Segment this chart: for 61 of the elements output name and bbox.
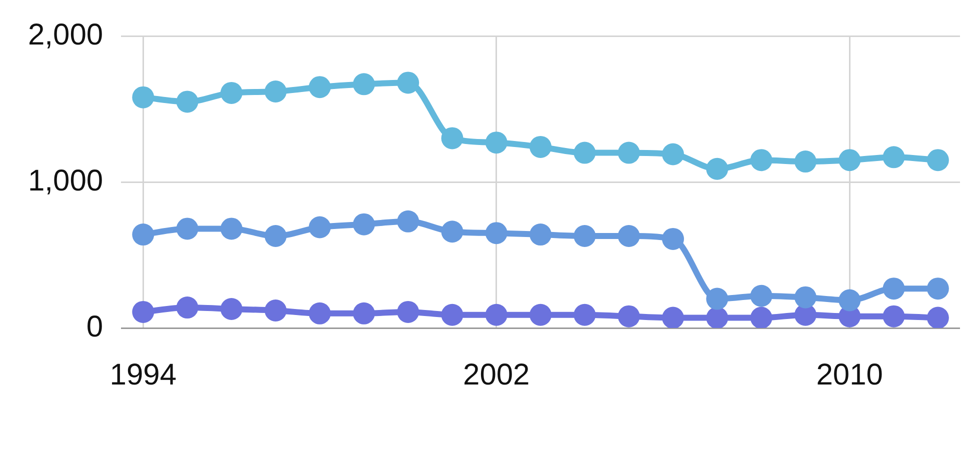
- y-tick-label: 0: [86, 310, 104, 344]
- point: [574, 304, 596, 326]
- point: [750, 149, 772, 172]
- point: [264, 80, 287, 102]
- point: [574, 142, 596, 164]
- point: [618, 305, 640, 328]
- point: [882, 146, 905, 168]
- point: [220, 218, 242, 240]
- point: [176, 90, 198, 113]
- point: [662, 228, 684, 250]
- x-tick-label: 2002: [463, 358, 530, 392]
- point: [308, 216, 331, 238]
- point: [132, 300, 154, 323]
- point: [574, 225, 596, 248]
- point: [706, 158, 728, 180]
- point: [352, 73, 375, 96]
- point: [926, 149, 949, 172]
- point: [618, 142, 640, 164]
- point: [220, 82, 242, 104]
- point: [352, 302, 375, 324]
- point: [706, 306, 728, 328]
- y-tick-label: 2,000: [28, 18, 104, 52]
- point: [750, 284, 772, 307]
- point: [308, 76, 331, 98]
- point: [838, 289, 861, 312]
- point: [397, 210, 420, 232]
- point: [485, 222, 508, 244]
- point: [530, 224, 552, 246]
- point: [838, 149, 861, 172]
- point: [397, 72, 420, 94]
- point: [794, 286, 816, 308]
- point: [441, 220, 464, 243]
- point: [264, 225, 287, 248]
- point: [397, 300, 420, 323]
- point: [441, 304, 464, 326]
- x-tick-label: 1994: [110, 358, 177, 392]
- point: [662, 306, 684, 328]
- x-tick-label: 2010: [816, 358, 883, 392]
- point: [794, 150, 816, 173]
- point: [485, 132, 508, 154]
- point: [662, 143, 684, 166]
- point: [530, 304, 552, 326]
- point: [926, 278, 949, 300]
- point: [176, 218, 198, 240]
- point: [485, 304, 508, 326]
- point: [132, 86, 154, 108]
- point: [352, 213, 375, 236]
- point: [220, 298, 242, 320]
- y-tick-label: 1,000: [28, 164, 104, 198]
- point: [706, 288, 728, 310]
- point: [750, 306, 772, 328]
- point: [132, 224, 154, 246]
- point: [176, 296, 198, 319]
- point: [308, 302, 331, 324]
- point: [530, 136, 552, 158]
- point: [926, 306, 949, 328]
- point: [882, 305, 905, 328]
- point: [882, 278, 905, 300]
- point: [618, 225, 640, 248]
- point: [441, 127, 464, 150]
- point: [264, 299, 287, 322]
